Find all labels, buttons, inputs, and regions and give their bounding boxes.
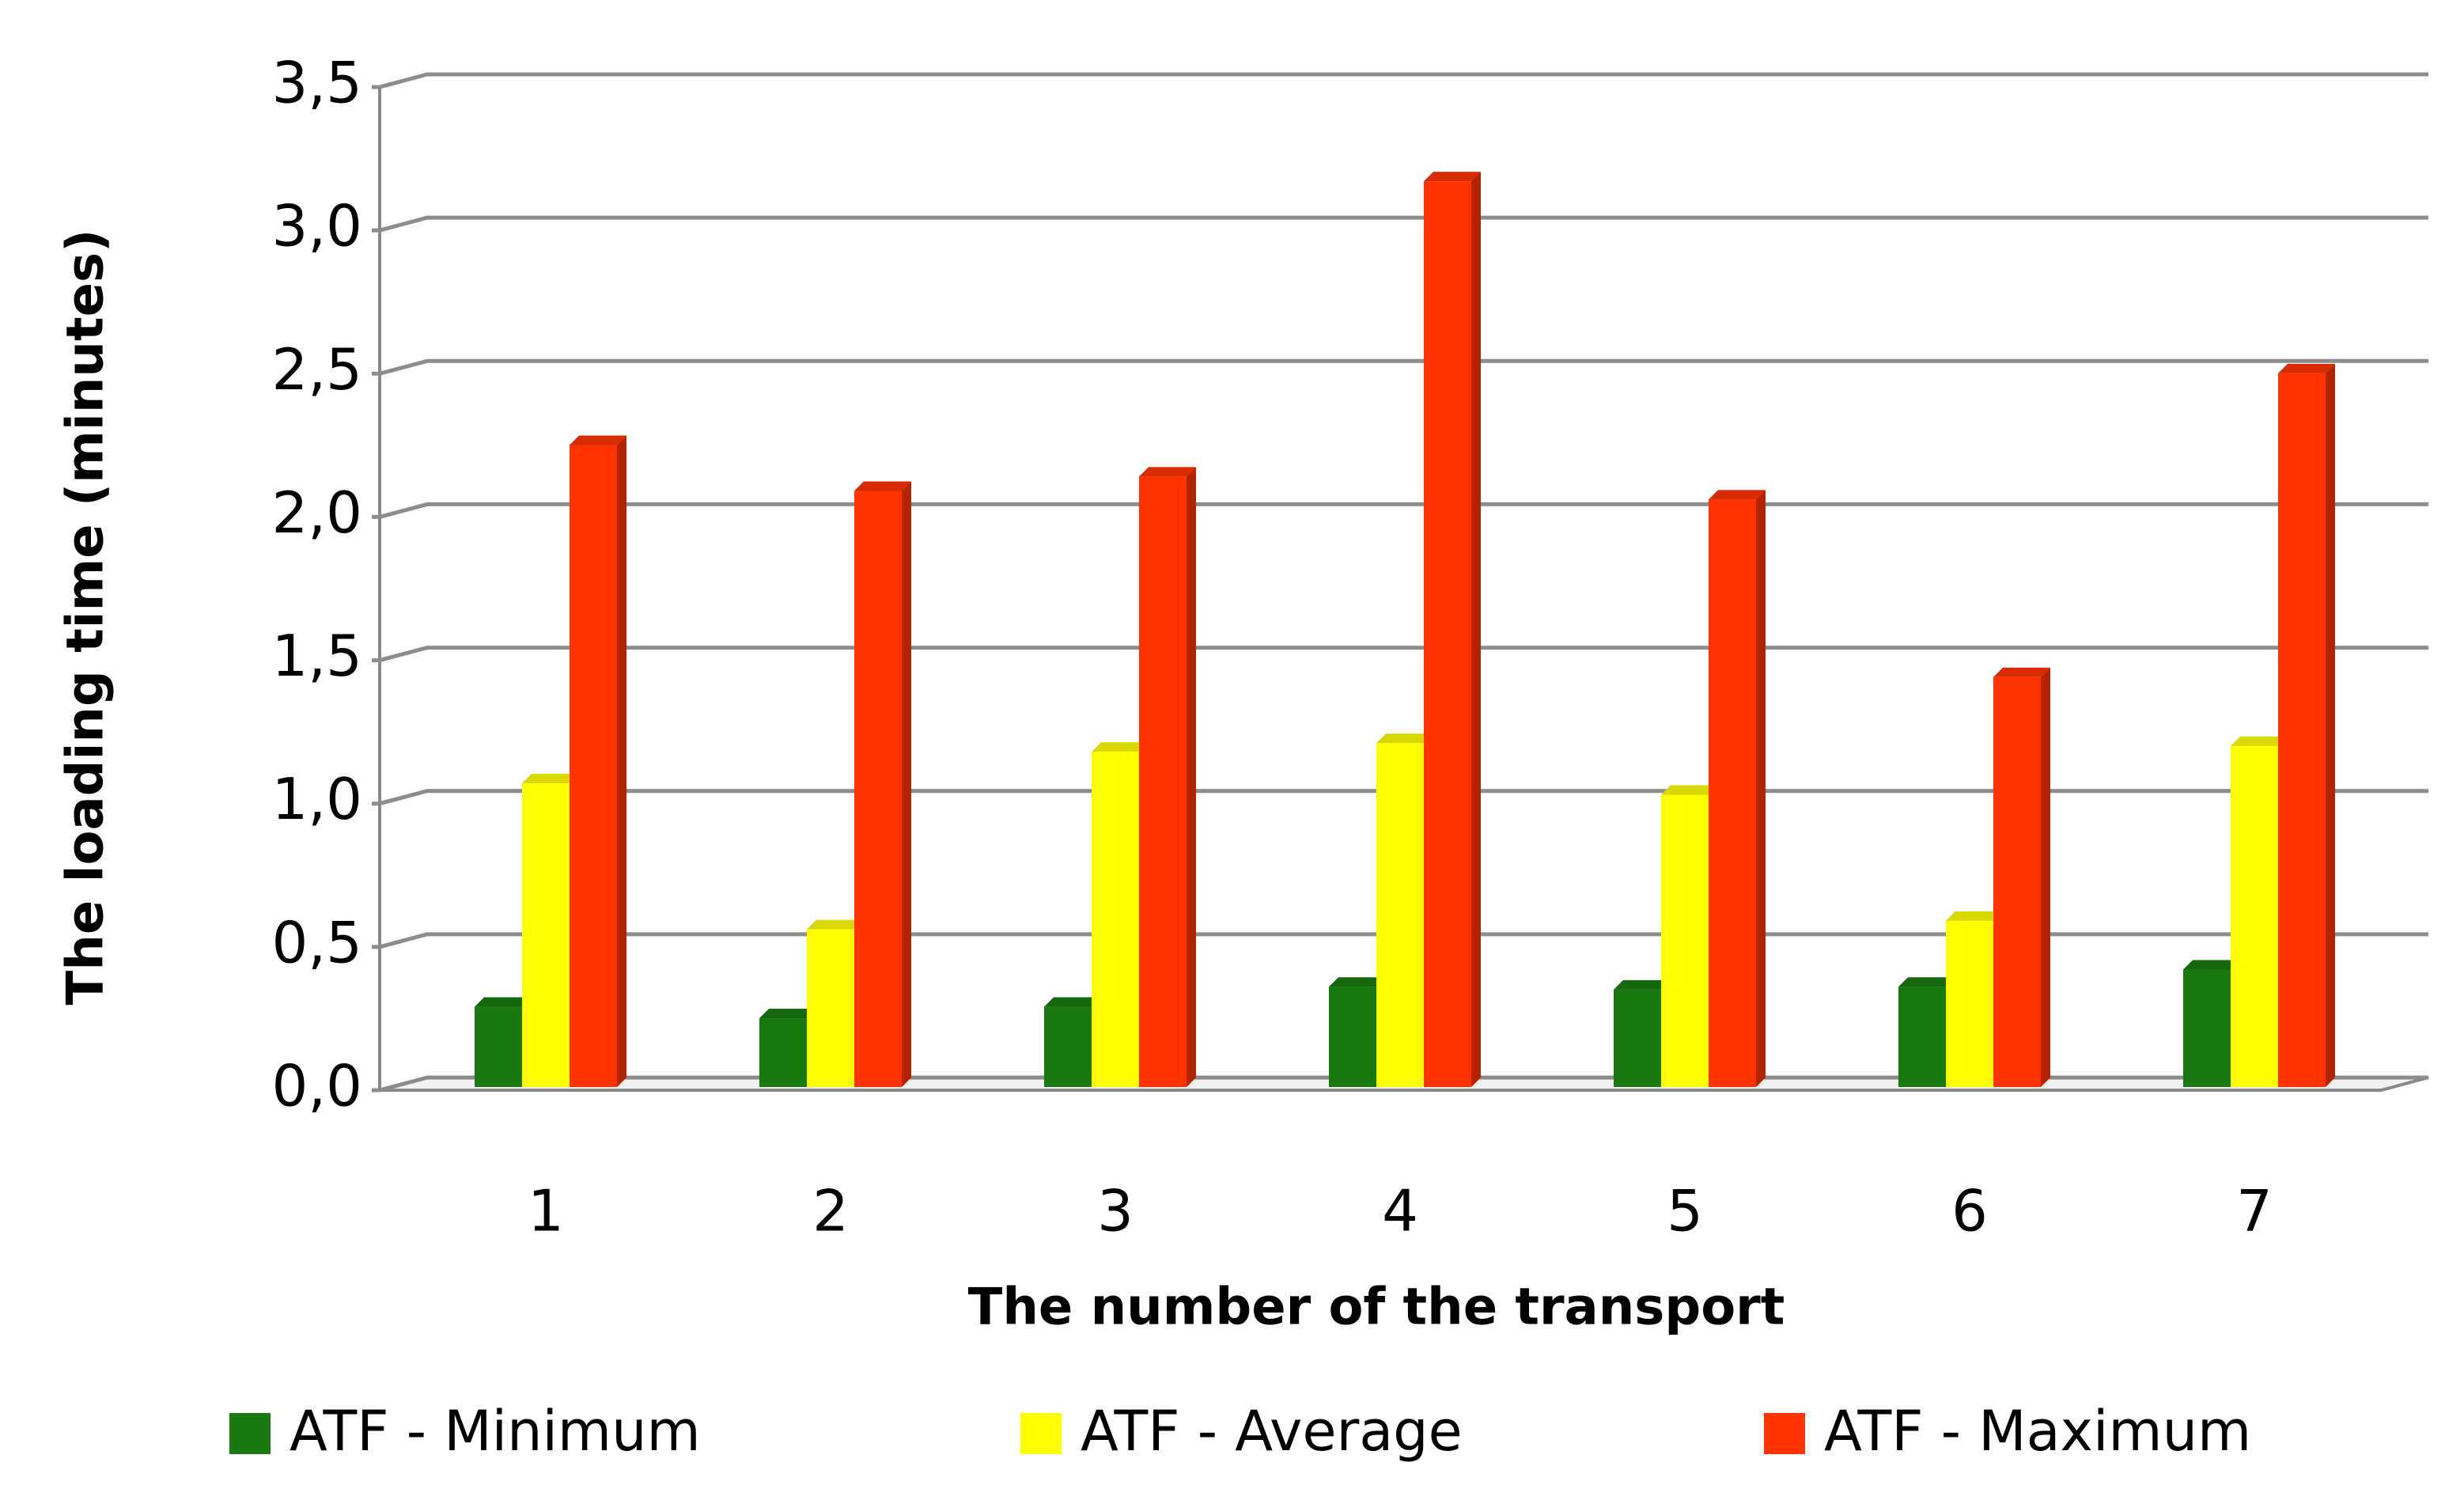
legend-label: ATF - Minimum [290, 1399, 701, 1464]
bar-front [522, 782, 570, 1087]
bar-front [2231, 745, 2278, 1087]
bar-front [1709, 499, 1756, 1087]
bar-top [759, 1009, 816, 1019]
bar [1139, 467, 1196, 1087]
bar-front [1614, 989, 1661, 1087]
grid-line [372, 358, 2428, 376]
bar-front [570, 445, 617, 1087]
bar-front [1092, 752, 1139, 1087]
bar-top [1329, 977, 1386, 987]
bar-front [475, 1006, 522, 1087]
bar [854, 481, 911, 1087]
bar-top [1898, 977, 1955, 987]
grid-line [372, 72, 2428, 89]
bar-side [617, 435, 626, 1087]
bar-side [2041, 667, 2050, 1087]
bar-front [1329, 987, 1376, 1087]
legend-label: ATF - Average [1081, 1399, 1463, 1464]
bar-front [854, 491, 902, 1087]
x-tick-label: 6 [1951, 1178, 1988, 1244]
bar-top [1661, 785, 1718, 795]
bar-front [2278, 373, 2326, 1087]
x-tick-label: 7 [2236, 1178, 2273, 1244]
bar-top [1993, 667, 2050, 677]
y-tick-label: 1,0 [271, 766, 362, 832]
bar-top [1044, 997, 1101, 1007]
y-tick-label: 3,0 [271, 193, 362, 259]
bar-front [1661, 794, 1709, 1087]
bar-top [2278, 363, 2335, 373]
bar [1898, 977, 1955, 1087]
grid-line [372, 215, 2428, 233]
legend-swatch [229, 1413, 271, 1454]
bar-top [1946, 911, 2003, 921]
bar-front [1898, 987, 1946, 1087]
bar [1709, 490, 1766, 1087]
bar-top [807, 919, 864, 930]
x-tick-label: 4 [1382, 1178, 1418, 1244]
bar-side [902, 481, 911, 1087]
bar-top [475, 997, 532, 1007]
x-tick-label: 5 [1667, 1178, 1703, 1244]
bar [1993, 667, 2050, 1087]
bar-top [1376, 733, 1433, 744]
legend-swatch [1764, 1413, 1805, 1454]
bar [2278, 363, 2335, 1087]
y-tick-label: 1,5 [271, 623, 362, 689]
y-tick-label: 0,0 [271, 1053, 362, 1119]
bar-top [522, 773, 579, 783]
bar-top [2231, 736, 2288, 746]
bar-top [2183, 960, 2240, 970]
x-tick-label: 3 [1097, 1178, 1134, 1244]
x-tick-label: 2 [812, 1178, 849, 1244]
bar-top [854, 481, 911, 491]
bar-side [1471, 172, 1481, 1088]
bar-top [1139, 467, 1196, 477]
legend-swatch [1020, 1413, 1062, 1454]
legend-label: ATF - Maximum [1824, 1399, 2251, 1464]
bar-front [1424, 181, 1471, 1088]
bar [1424, 172, 1481, 1088]
bar-side [1187, 467, 1196, 1087]
bar-top [570, 435, 626, 445]
bar-front [1044, 1006, 1092, 1087]
bar-front [1993, 676, 2041, 1087]
grid-line [372, 646, 2428, 663]
bar-top [1424, 172, 1481, 182]
bar [570, 435, 626, 1087]
y-axis-title: The loading time (minutes) [57, 229, 115, 1006]
bar-front [1946, 920, 1993, 1087]
bar-front [2183, 969, 2231, 1087]
x-tick-label: 1 [528, 1178, 564, 1244]
y-tick-label: 0,5 [271, 909, 362, 975]
bar-top [1092, 742, 1149, 752]
y-tick-label: 2,0 [271, 479, 362, 546]
y-tick-label: 2,5 [271, 336, 362, 403]
bar-side [1756, 490, 1766, 1087]
bar-side [2326, 363, 2335, 1087]
y-tick-label: 3,5 [271, 50, 362, 116]
x-axis-title: The number of the transport [968, 1279, 1785, 1337]
bar-top [1614, 979, 1671, 990]
bar-front [1376, 743, 1424, 1087]
bar-front [807, 929, 854, 1087]
bar-top [1709, 490, 1766, 500]
bar-front [759, 1018, 807, 1087]
bar-front [1139, 476, 1187, 1087]
grid-line [372, 502, 2428, 519]
